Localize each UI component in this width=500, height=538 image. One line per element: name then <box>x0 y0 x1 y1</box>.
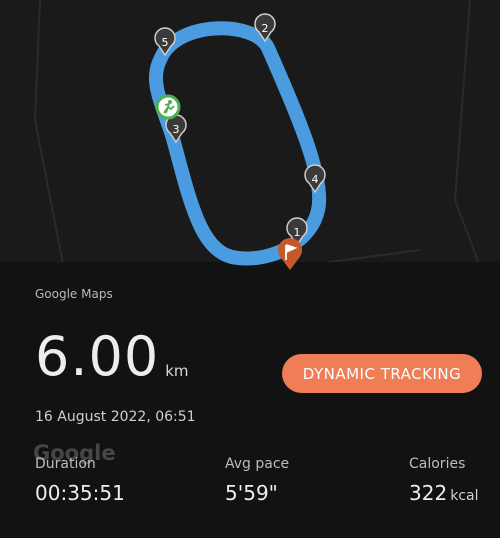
stat-calories: Calories 322 kcal <box>409 456 478 505</box>
stat-duration: Duration 00:35:51 <box>35 456 125 505</box>
dynamic-tracking-button[interactable]: DYNAMIC TRACKING <box>282 354 482 393</box>
activity-datetime: 16 August 2022, 06:51 <box>35 409 196 425</box>
waypoint-marker-4[interactable]: 4 <box>304 164 326 194</box>
map-source-caption: Google Maps <box>35 287 113 301</box>
runner-position-icon[interactable] <box>155 94 181 120</box>
distance-display: 6.00 km <box>35 330 189 384</box>
avg-pace-value: 5'59" <box>225 481 278 505</box>
waypoint-label-2: 2 <box>262 22 269 35</box>
info-panel <box>0 262 500 538</box>
waypoint-label-4: 4 <box>312 173 319 186</box>
stat-avg-pace: Avg pace 5'59" <box>225 456 289 505</box>
duration-label: Duration <box>35 456 96 472</box>
distance-unit: km <box>165 362 189 380</box>
calories-unit: kcal <box>450 488 479 504</box>
waypoint-marker-1[interactable]: 1 <box>286 217 308 247</box>
waypoint-label-1: 1 <box>294 226 301 239</box>
calories-label: Calories <box>409 456 466 472</box>
distance-value: 6.00 <box>35 325 160 388</box>
waypoint-label-5: 5 <box>162 36 169 49</box>
duration-value: 00:35:51 <box>35 481 125 505</box>
avg-pace-label: Avg pace <box>225 456 290 472</box>
calories-value: 322 <box>409 481 448 505</box>
calories-value-row: 322 kcal <box>409 481 478 505</box>
start-flag-icon[interactable] <box>278 238 302 270</box>
waypoint-marker-2[interactable]: 2 <box>254 13 276 43</box>
waypoint-label-3: 3 <box>173 123 180 136</box>
waypoint-marker-5[interactable]: 5 <box>154 27 176 57</box>
google-watermark: Google <box>33 441 116 465</box>
